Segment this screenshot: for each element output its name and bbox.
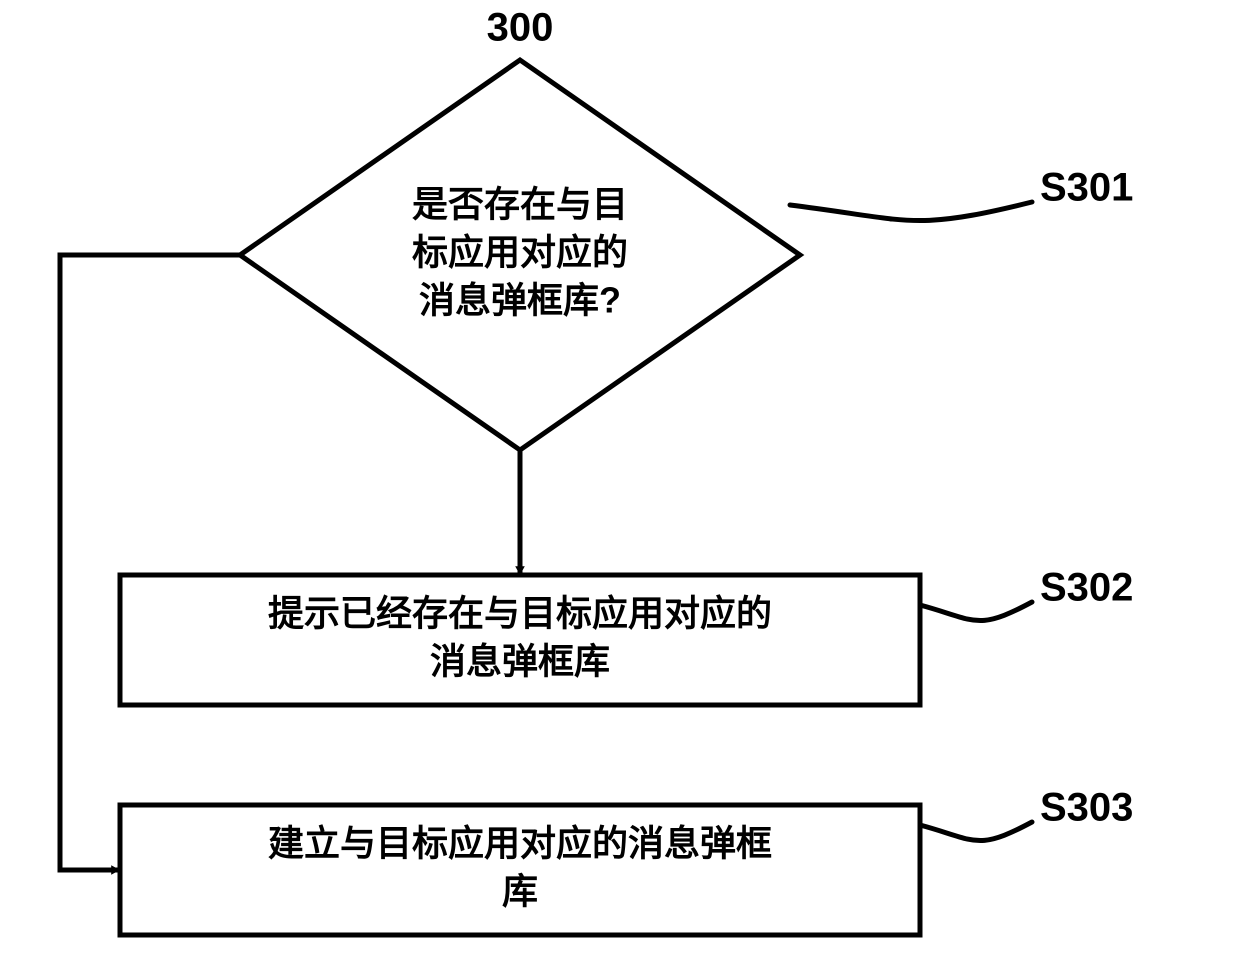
node-text-line: 是否存在与目 [412, 184, 628, 225]
node-text-line: 消息弹框库 [430, 641, 610, 682]
edge-decision-to-process2 [60, 255, 240, 870]
step-label-text: S301 [1040, 166, 1133, 210]
step-label-S302: S302 [920, 566, 1133, 621]
node-text-line: 提示已经存在与目标应用对应的 [268, 593, 772, 634]
label-leader [790, 202, 1032, 221]
node-text-line: 消息弹框库? [419, 280, 621, 321]
label-leader [920, 822, 1032, 841]
node-decision: 是否存在与目标应用对应的消息弹框库? [240, 60, 800, 450]
flowchart-canvas: 300 是否存在与目标应用对应的消息弹框库? 提示已经存在与目标应用对应的消息弹框… [0, 0, 1240, 962]
step-label-text: S302 [1040, 566, 1133, 610]
label-leader [920, 602, 1032, 621]
step-label-S301: S301 [790, 166, 1133, 221]
node-text-line: 建立与目标应用对应的消息弹框 [268, 823, 772, 864]
node-text-line: 库 [502, 871, 538, 912]
node-text-line: 标应用对应的 [412, 232, 628, 273]
figure-number: 300 [487, 6, 554, 50]
node-process2: 建立与目标应用对应的消息弹框库 [120, 805, 920, 935]
edges-layer [60, 255, 520, 870]
labels-layer: S301 S302 S303 [790, 166, 1133, 841]
step-label-S303: S303 [920, 786, 1133, 841]
node-process1: 提示已经存在与目标应用对应的消息弹框库 [120, 575, 920, 705]
step-label-text: S303 [1040, 786, 1133, 830]
